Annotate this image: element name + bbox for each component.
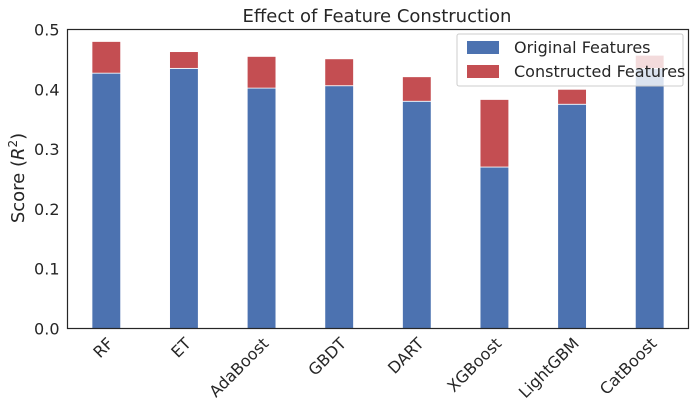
x-tick-label: ET — [167, 334, 195, 362]
x-tick-label: AdaBoost — [205, 334, 272, 401]
bar-constructed-xgboost — [479, 99, 510, 168]
y-tick-label: 0.4 — [34, 80, 59, 99]
bar-original-dart — [402, 100, 432, 329]
y-tick-label: 0.5 — [34, 21, 59, 40]
y-tick-label: 0.3 — [34, 140, 59, 159]
y-tick-label: 0.0 — [34, 320, 59, 339]
bar-original-adaboost — [246, 87, 277, 329]
legend-swatch — [467, 41, 499, 54]
bar-original-gbdt — [324, 85, 354, 329]
y-axis-ticks: 0.0 0.1 0.2 0.3 0.4 0.5 — [34, 21, 59, 339]
bar-constructed-rf — [91, 41, 122, 74]
bar-original-catboost — [634, 67, 665, 329]
legend-box — [456, 33, 684, 87]
bar-constructed-adaboost — [246, 56, 277, 89]
y-tick-label: 0.1 — [34, 260, 59, 279]
bar-original-et — [169, 67, 199, 329]
plot-frame — [66, 28, 690, 330]
bar-original-lightgbm — [557, 103, 587, 329]
y-tick-label: 0.2 — [34, 200, 59, 219]
x-axis-ticks: RF ET AdaBoost GBDT DART XGBoost LightGBM CatBo… — [89, 334, 660, 402]
legend: Original Features Constructed Features — [456, 33, 685, 87]
bars-group — [91, 41, 665, 329]
legend-label: Original Features — [514, 38, 651, 57]
x-tick-label: XGBoost — [443, 334, 505, 396]
bar-original-xgboost — [479, 166, 510, 329]
legend-label: Constructed Features — [514, 62, 685, 81]
legend-swatch — [467, 65, 499, 78]
bar-constructed-dart — [402, 76, 432, 102]
x-tick-label: DART — [384, 334, 428, 378]
x-tick-label: CatBoost — [596, 334, 661, 399]
bar-constructed-et — [169, 51, 199, 69]
bar-constructed-gbdt — [324, 58, 354, 87]
x-tick-label: LightGBM — [515, 334, 583, 402]
x-tick-label: RF — [89, 334, 117, 362]
bar-constructed-lightgbm — [557, 88, 587, 105]
bar-original-rf — [91, 72, 122, 329]
y-axis-label: Score (R2) — [6, 133, 29, 223]
svg-text:Score (R2): Score (R2) — [6, 133, 29, 223]
chart-title: Effect of Feature Construction — [243, 6, 512, 27]
x-tick-label: GBDT — [304, 334, 350, 380]
